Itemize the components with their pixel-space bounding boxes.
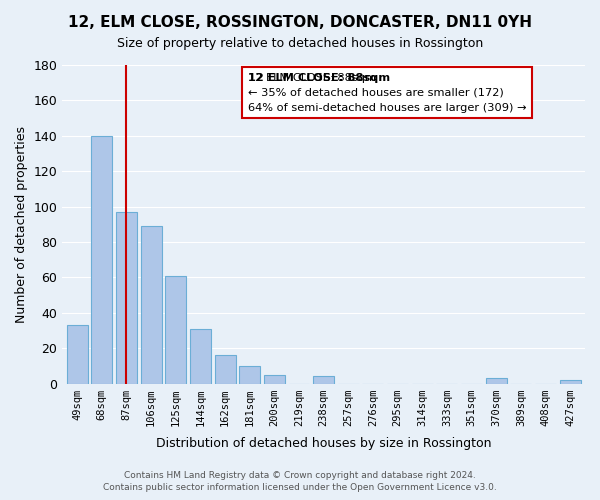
Text: Contains HM Land Registry data © Crown copyright and database right 2024.
Contai: Contains HM Land Registry data © Crown c… [103,471,497,492]
Bar [91,136,112,384]
Bar [215,355,236,384]
Bar [140,226,161,384]
Bar [560,380,581,384]
Bar [486,378,507,384]
Y-axis label: Number of detached properties: Number of detached properties [15,126,28,323]
Bar [264,374,285,384]
Text: 12 ELM CLOSE: 88sqm: 12 ELM CLOSE: 88sqm [248,73,390,83]
Text: 12, ELM CLOSE, ROSSINGTON, DONCASTER, DN11 0YH: 12, ELM CLOSE, ROSSINGTON, DONCASTER, DN… [68,15,532,30]
X-axis label: Distribution of detached houses by size in Rossington: Distribution of detached houses by size … [156,437,491,450]
Text: 12 ELM CLOSE: 88sqm
← 35% of detached houses are smaller (172)
64% of semi-detac: 12 ELM CLOSE: 88sqm ← 35% of detached ho… [248,73,526,112]
Bar [239,366,260,384]
Bar [165,276,186,384]
Bar [190,328,211,384]
Bar [116,212,137,384]
Bar [67,325,88,384]
Text: Size of property relative to detached houses in Rossington: Size of property relative to detached ho… [117,38,483,51]
Bar [313,376,334,384]
